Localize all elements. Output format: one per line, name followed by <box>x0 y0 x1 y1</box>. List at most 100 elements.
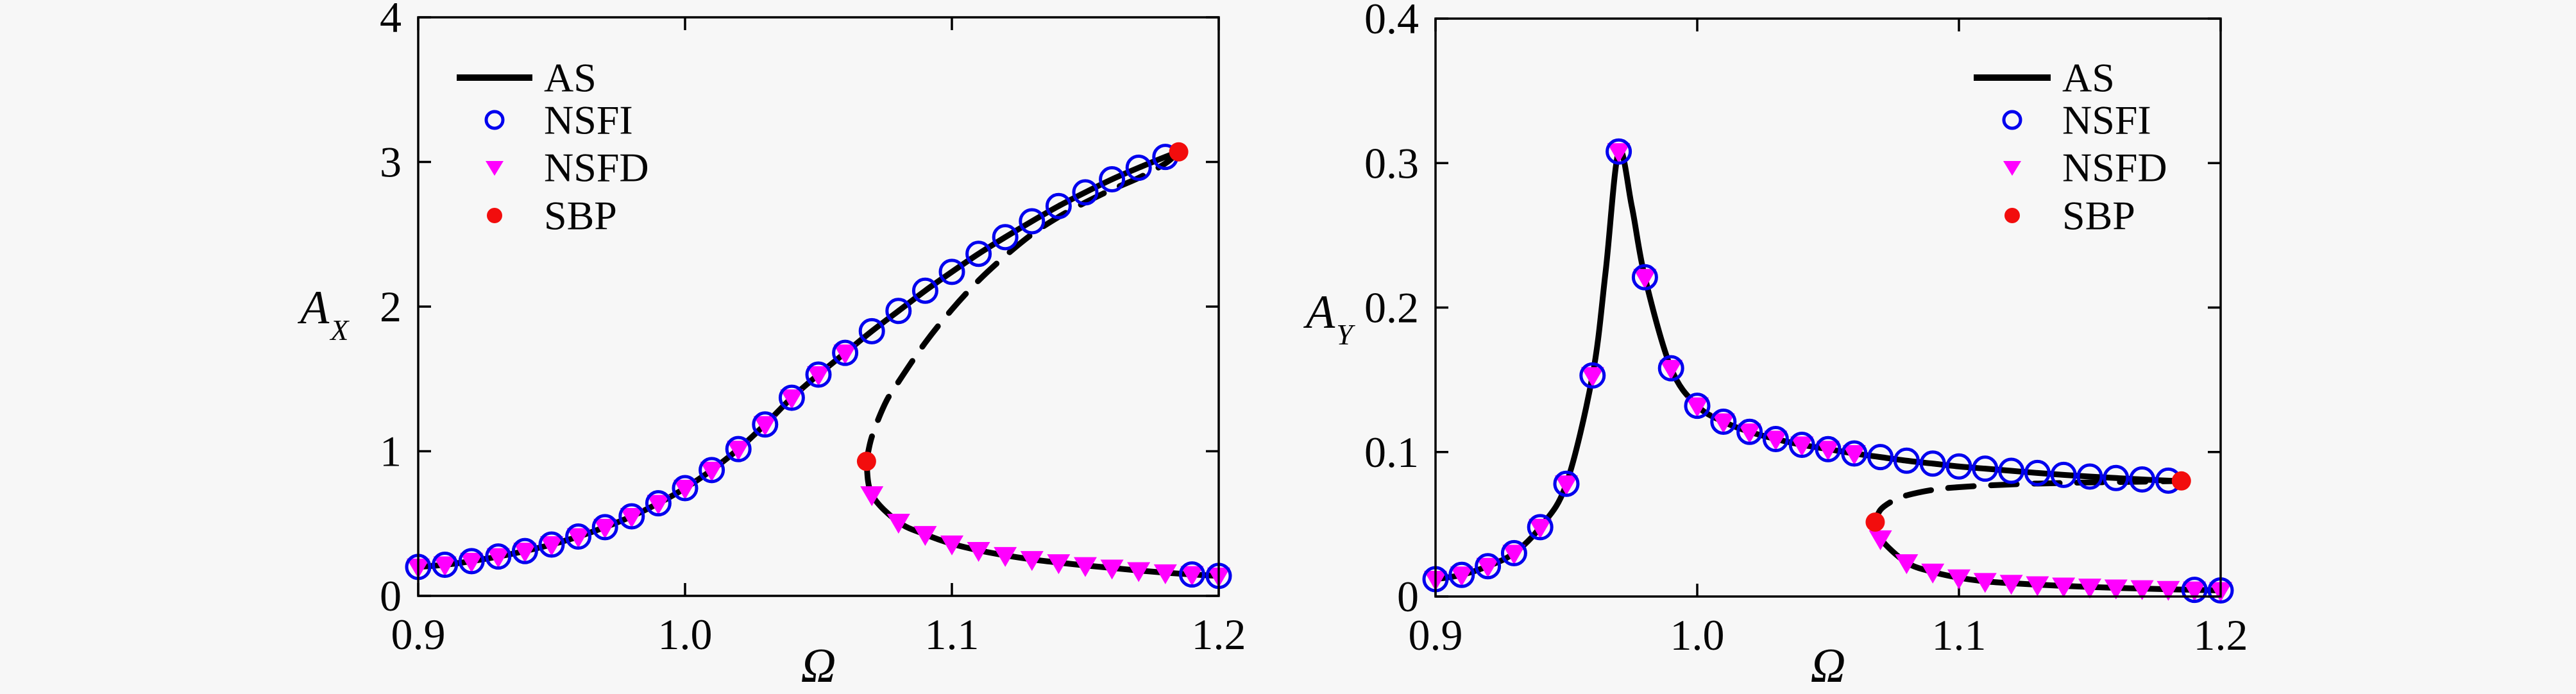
nsfd-marker <box>1020 551 1044 571</box>
legend-label: SBP <box>544 193 617 239</box>
y-tick-label: 0.2 <box>1364 284 1419 332</box>
nsfi-marker <box>1553 470 1580 497</box>
nsfd-marker <box>780 389 804 410</box>
nsfi-marker <box>1867 444 1894 471</box>
x-tick-label: 1.0 <box>658 610 713 659</box>
y-tick-label: 3 <box>380 138 402 187</box>
legend-label: NSFD <box>544 145 649 190</box>
legend-triangle-sample <box>2003 161 2021 176</box>
nsfd-marker <box>620 507 643 528</box>
nsfi-marker <box>1475 553 1502 580</box>
nsfi-marker <box>618 503 645 530</box>
nsfi-marker <box>1072 179 1099 206</box>
legend-label: AS <box>2062 55 2115 101</box>
y-axis-label-ay-sub: Y <box>1336 317 1353 351</box>
y-axis-label-ax: AX <box>300 281 348 346</box>
nsfi-marker <box>1998 457 2025 484</box>
nsfd-marker <box>1973 573 1997 593</box>
y-axis-label-ay: AY <box>1306 285 1353 351</box>
nsfd-marker <box>2026 576 2049 597</box>
nsfd-marker <box>1127 562 1151 582</box>
nsfd-marker <box>2104 579 2128 600</box>
legend-dot-sample <box>487 208 502 223</box>
nsfd-marker <box>566 528 590 548</box>
nsfi-marker <box>1500 539 1527 566</box>
ticks <box>417 16 1220 597</box>
nsfd-marker <box>1711 413 1735 434</box>
nsfd-marker <box>1686 397 1709 418</box>
nsfi-marker <box>1125 155 1152 182</box>
nsfd-marker <box>1100 559 1124 580</box>
x-tick-label: 1.2 <box>1192 610 1246 659</box>
nsfd-marker <box>1074 557 1097 577</box>
nsfd-marker <box>513 543 537 563</box>
legend-label: AS <box>544 55 597 101</box>
nsfd-marker <box>994 546 1017 567</box>
nsfi-marker <box>752 411 779 438</box>
nsfd-marker <box>540 536 563 556</box>
y-tick-label: 2 <box>380 282 402 331</box>
nsfi-marker <box>1788 431 1815 458</box>
nsfi-marker <box>992 224 1019 251</box>
x-axis-label-right: Ω <box>1810 639 1846 693</box>
nsfd-markers <box>1424 143 2232 602</box>
sbp-marker <box>856 452 876 471</box>
y-axis-label-ax-main: A <box>300 282 330 334</box>
nsfi-marker <box>725 436 752 462</box>
legend-label: NSFI <box>544 97 633 143</box>
nsfd-marker <box>2157 580 2180 601</box>
nsfi-marker <box>538 531 565 558</box>
nsfi-marker <box>2050 461 2077 488</box>
x-tick-label: 1.1 <box>925 610 979 659</box>
nsfd-marker <box>1659 360 1683 380</box>
nsfi-marker <box>645 490 672 517</box>
legend-triangle-sample <box>486 161 504 176</box>
sbp-markers <box>856 142 1189 471</box>
legend-label: SBP <box>2062 193 2135 239</box>
nsfi-marker <box>1841 440 1868 467</box>
nsfd-marker <box>1476 557 1500 578</box>
nsfd-marker <box>2130 580 2154 600</box>
nsfi-marker <box>1178 561 1205 588</box>
legend-label: NSFI <box>2062 97 2151 143</box>
nsfd-marker <box>1450 566 1473 587</box>
nsfi-marker <box>858 317 885 344</box>
nsfd-marker <box>1842 445 1866 466</box>
nsfd-marker <box>1607 143 1631 164</box>
nsfd-marker <box>1764 430 1788 451</box>
nsfi-marker <box>2076 463 2103 490</box>
nsfd-marker <box>2052 577 2076 598</box>
nsfi-marker <box>511 537 538 564</box>
nsfd-marker <box>674 480 697 500</box>
legend-circle-sample <box>2002 110 2022 130</box>
nsfi-marker <box>591 514 618 541</box>
nsfi-marker <box>1736 418 1763 445</box>
nsfd-markers <box>407 344 1230 588</box>
nsfd-marker <box>1180 566 1204 586</box>
legend-circle-sample <box>484 110 505 130</box>
nsfi-marker <box>805 361 832 388</box>
x-tick-label: 1.1 <box>1932 611 1987 659</box>
nsfi-marker <box>1762 425 1789 452</box>
nsfd-marker <box>1895 554 1919 575</box>
nsfd-marker <box>460 552 484 573</box>
nsfd-marker <box>860 486 884 507</box>
nsfd-marker <box>913 526 937 546</box>
nsfd-marker <box>886 513 910 534</box>
nsfi-marker <box>1099 166 1126 193</box>
nsfi-marker <box>1815 436 1842 462</box>
sbp-marker <box>1169 142 1189 162</box>
tick-labels: 0.9 1.0 1.1 1.2 0 0.1 0.2 0.3 0.4 <box>1364 0 2248 659</box>
nsfd-marker <box>1153 564 1177 584</box>
y-axis-label-ax-sub: X <box>330 313 349 346</box>
nsfi-marker <box>1919 450 1946 477</box>
x-tick-label: 1.0 <box>1670 611 1725 659</box>
nsfd-marker <box>433 556 457 577</box>
nsfi-marker <box>2129 466 2156 493</box>
nsfi-marker <box>1045 192 1072 219</box>
nsfd-marker <box>1817 441 1840 461</box>
nsfi-marker <box>2181 577 2208 604</box>
